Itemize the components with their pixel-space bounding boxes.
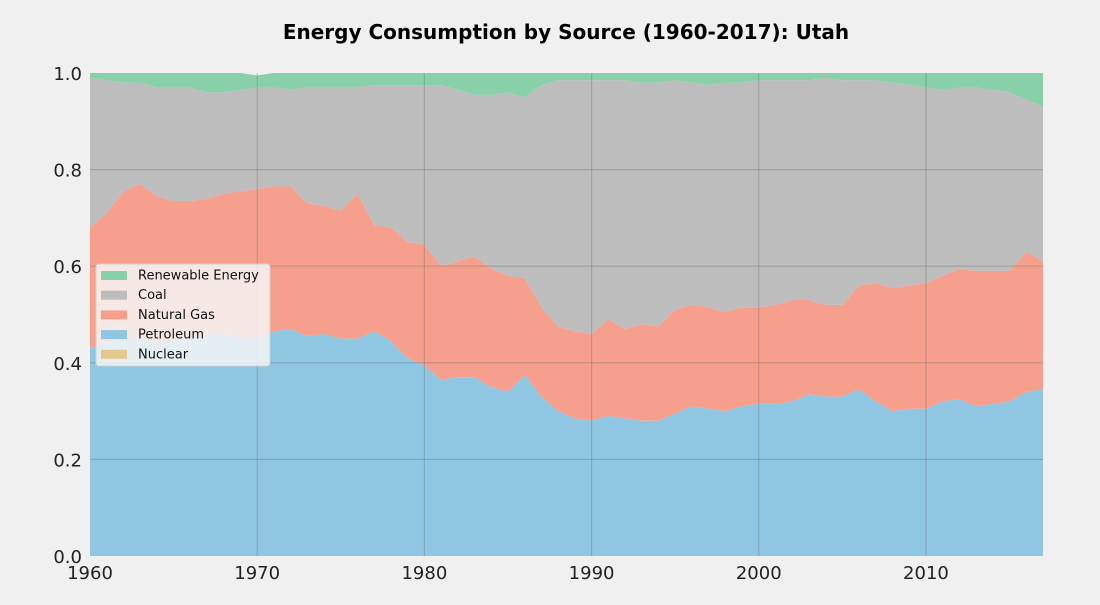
x-tick-label: 1980	[401, 563, 447, 584]
y-tick-label: 0.6	[53, 257, 82, 278]
legend-box	[95, 263, 271, 367]
area-natural-gas	[90, 184, 1043, 421]
area-coal	[90, 77, 1043, 334]
legend: Renewable Energy Coal Natural Gas Petroleum…	[95, 263, 271, 367]
y-tick-label: 1.0	[53, 64, 82, 85]
x-tick-label: 1990	[569, 563, 615, 584]
x-tick-label: 2010	[903, 563, 949, 584]
y-tick-label: 0.2	[53, 450, 82, 471]
legend-swatch	[101, 290, 127, 300]
y-tick-label: 0.8	[53, 161, 82, 182]
legend-label: Natural Gas	[138, 308, 215, 323]
legend-label: Coal	[138, 288, 167, 303]
x-tick-label: 1960	[67, 563, 113, 584]
legend-label: Renewable Energy	[138, 269, 259, 284]
legend-swatch	[101, 310, 127, 320]
area-petroleum	[90, 328, 1043, 556]
x-axis-ticks: 1960 1970 1980 1990 2000 2010	[67, 563, 949, 584]
y-axis-ticks: 0.0 0.2 0.4 0.6 0.8 1.0	[53, 64, 82, 568]
y-tick-label: 0.4	[53, 354, 82, 375]
x-tick-label: 2000	[736, 563, 782, 584]
x-tick-label: 1970	[234, 563, 280, 584]
legend-swatch	[101, 330, 127, 340]
legend-swatch	[101, 349, 127, 359]
chart-title: Energy Consumption by Source (1960-2017)…	[283, 20, 849, 44]
area-renewable-energy	[90, 73, 1043, 107]
legend-label: Petroleum	[138, 328, 204, 343]
y-tick-label: 0.0	[53, 547, 82, 568]
legend-swatch	[101, 271, 127, 280]
area-layers	[90, 73, 1043, 556]
legend-label: Nuclear	[138, 347, 189, 362]
